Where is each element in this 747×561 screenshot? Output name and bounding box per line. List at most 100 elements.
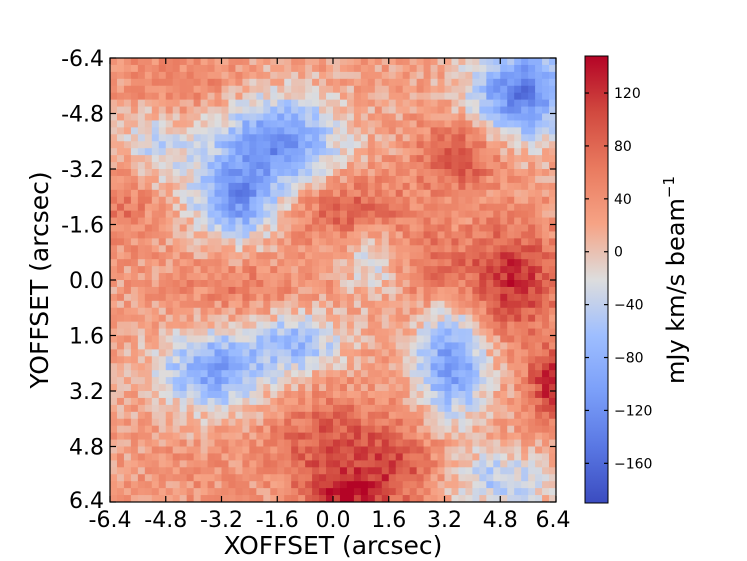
heatmap-cell [395,384,404,392]
heatmap-cell [172,85,181,94]
heatmap-cell [465,217,473,226]
heatmap-cell [123,293,132,302]
heatmap-cell [486,314,494,323]
heatmap-cell [137,425,146,434]
heatmap-cell [291,196,299,205]
heatmap-cell [500,356,508,364]
heatmap-cell [256,300,264,309]
heatmap-cell [249,273,257,281]
heatmap-cell [305,175,313,184]
heatmap-cell [472,280,480,288]
heatmap-cell [437,460,446,468]
heatmap-cell [116,363,125,371]
heatmap-cell [465,321,473,330]
heatmap-cell [256,120,264,128]
heatmap-cell [263,460,271,468]
heatmap-cell [416,404,425,413]
heatmap-cell [423,196,432,205]
heatmap-cell [110,273,118,281]
heatmap-cell [200,113,209,122]
heatmap-cell [319,99,327,108]
heatmap-cell [186,404,195,413]
heatmap-cell [165,224,174,233]
heatmap-cell [242,78,250,87]
heatmap-cell [284,217,292,226]
heatmap-cell [284,252,292,260]
heatmap-cell [249,231,257,239]
heatmap-cell [333,203,341,212]
heatmap-cell [263,453,271,461]
heatmap-cell [549,432,556,441]
heatmap-cell [200,453,209,461]
heatmap-cell [423,155,432,163]
heatmap-cell [158,210,167,219]
heatmap-cell [123,314,132,323]
heatmap-cell [395,495,404,502]
heatmap-cell [374,203,383,212]
heatmap-cell [514,286,522,295]
heatmap-cell [228,404,237,413]
heatmap-cell [186,266,195,274]
heatmap-cell [430,474,439,482]
heatmap-cell [214,85,223,94]
heatmap-cell [367,321,376,330]
heatmap-cell [388,106,397,115]
heatmap-cell [312,460,320,468]
heatmap-cell [339,175,348,184]
heatmap-cell [172,113,181,122]
heatmap-cell [193,141,202,149]
heatmap-cell [416,377,425,385]
heatmap-cell [298,120,306,128]
heatmap-cell [549,71,556,80]
heatmap-cell [249,286,257,295]
heatmap-cell [367,92,376,101]
heatmap-cell [437,391,446,399]
heatmap-cell [221,210,230,219]
colorbar-tick-labels: 120 80 40 0 −40 −80 −120 −160 [614,86,652,472]
heatmap-cell [110,467,118,475]
heatmap-cell [409,391,418,399]
heatmap-cell [374,259,383,267]
heatmap-cell [305,460,313,468]
heatmap-cell [172,391,181,399]
heatmap-cell [172,495,181,502]
heatmap-cell [214,92,223,101]
y-tick-label: 1.6 [69,325,104,350]
heatmap-cell [277,460,285,468]
heatmap-cell [214,349,223,357]
heatmap-cell [235,71,244,80]
heatmap-cell [298,377,306,385]
heatmap-cell [186,363,195,371]
heatmap-cell [521,196,529,205]
heatmap-cell [339,411,348,420]
heatmap-cell [402,169,411,177]
heatmap-cell [214,189,223,198]
heatmap-cell [228,411,237,420]
heatmap-cell [521,363,529,371]
heatmap-cell [437,384,446,392]
heatmap-cell [458,64,467,73]
heatmap-cell [535,370,543,378]
heatmap-cell [458,439,467,448]
heatmap-cell [116,182,125,191]
heatmap-cell [284,238,292,246]
heatmap-cell [256,113,264,122]
heatmap-cell [270,64,278,73]
heatmap-cell [381,488,390,496]
heatmap-cell [319,397,327,406]
heatmap-cell [312,58,320,66]
heatmap-cell [374,404,383,413]
heatmap-cell [507,259,515,267]
heatmap-cell [339,189,348,198]
heatmap-cell [242,280,250,288]
heatmap-cell [367,425,376,434]
heatmap-cell [374,189,383,198]
heatmap-cell [137,273,146,281]
heatmap-cell [416,411,425,420]
heatmap-cell [172,162,181,170]
heatmap-cell [542,384,550,392]
heatmap-cell [305,280,313,288]
heatmap-cell [458,169,467,177]
heatmap-cell [319,92,327,101]
heatmap-cell [144,384,153,392]
